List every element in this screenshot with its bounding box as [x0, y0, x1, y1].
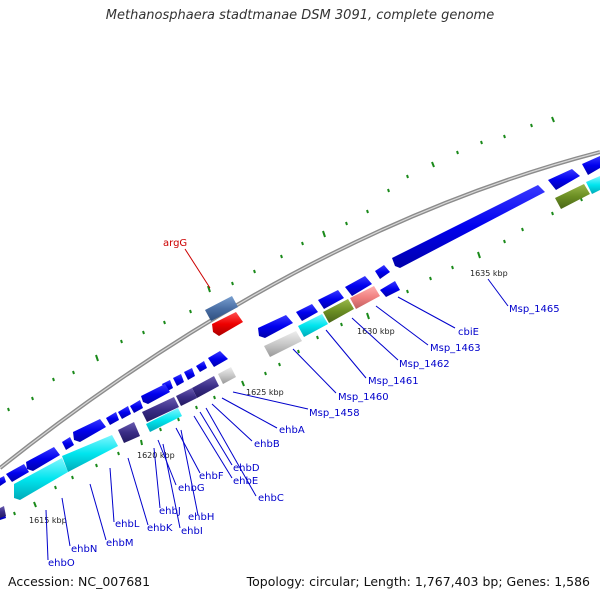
- label-Msp_1463[interactable]: Msp_1463: [430, 343, 481, 354]
- genome-stats-text: Topology: circular; Length: 1,767,403 bp…: [246, 574, 590, 589]
- gene-arrow[interactable]: [264, 331, 302, 357]
- label-ehbJ[interactable]: ehbJ: [159, 506, 181, 517]
- label-Msp_1465[interactable]: Msp_1465: [509, 304, 560, 315]
- gene-arrow[interactable]: [184, 368, 195, 380]
- label-Msp_1461[interactable]: Msp_1461: [368, 376, 419, 387]
- label-leaders: [45, 248, 509, 561]
- gene-arrow[interactable]: [62, 435, 118, 472]
- gene-arrow[interactable]: [350, 286, 380, 309]
- scale-labels: 1615 kbp 1620 kbp 1625 kbp 1630 kbp 1635…: [29, 269, 508, 525]
- gene-arrow[interactable]: [0, 506, 6, 518]
- label-ehbK[interactable]: ehbK: [147, 523, 173, 534]
- scale-label-1625: 1625 kbp: [246, 388, 284, 397]
- gene-arrow[interactable]: [298, 314, 328, 337]
- genome-backbone-highlight: [0, 151, 600, 469]
- gene-arrow[interactable]: [6, 464, 29, 482]
- gene-arrow[interactable]: [142, 397, 179, 422]
- gene-arrow[interactable]: [318, 290, 344, 309]
- gene-arrow[interactable]: [205, 296, 238, 321]
- label-ehbB[interactable]: ehbB: [254, 439, 280, 450]
- gene-arrow[interactable]: [118, 406, 131, 419]
- gene-arrow[interactable]: [26, 447, 60, 471]
- gene-arrow[interactable]: [586, 176, 600, 194]
- gene-arrow[interactable]: [141, 384, 170, 404]
- gene-arrow[interactable]: [375, 265, 390, 279]
- scale-label-1635: 1635 kbp: [470, 269, 508, 278]
- gene-arrow[interactable]: [296, 304, 318, 321]
- gene-arrow[interactable]: [173, 374, 184, 386]
- label-ehbC[interactable]: ehbC: [258, 493, 284, 504]
- gene-arrow[interactable]: [146, 408, 182, 432]
- gene-labels: argG Msp_1465 cbiE Msp_1463 Msp_1462 Msp…: [48, 238, 560, 569]
- label-ehbG[interactable]: ehbG: [178, 483, 205, 494]
- gene-arrow[interactable]: [258, 315, 293, 338]
- gene-arrow[interactable]: [380, 281, 400, 297]
- inner-ticks: [13, 195, 583, 516]
- forward-genes: [0, 156, 600, 520]
- gene-arrow[interactable]: [196, 361, 207, 372]
- gene-arrow[interactable]: [212, 312, 243, 336]
- gene-arrow[interactable]: [130, 400, 143, 413]
- gene-arrow[interactable]: [176, 388, 197, 406]
- label-cbiE[interactable]: cbiE: [458, 327, 479, 338]
- gene-arrow[interactable]: [582, 156, 600, 175]
- gene-arrow[interactable]: [73, 419, 106, 442]
- label-ehbA[interactable]: ehbA: [279, 425, 305, 436]
- label-ehbF[interactable]: ehbF: [199, 471, 224, 482]
- label-Msp_1460[interactable]: Msp_1460: [338, 392, 389, 403]
- label-ehbI[interactable]: ehbI: [181, 526, 203, 537]
- label-ehbN[interactable]: ehbN: [71, 544, 97, 555]
- scale-label-1620: 1620 kbp: [137, 451, 175, 460]
- label-ehbM[interactable]: ehbM: [106, 538, 133, 549]
- gene-arrow[interactable]: [14, 458, 68, 500]
- map-title: Methanosphaera stadtmanae DSM 3091, comp…: [105, 8, 495, 23]
- gene-arrow[interactable]: [548, 169, 580, 190]
- gene-arrow[interactable]: [392, 185, 545, 268]
- scale-label-1630: 1630 kbp: [357, 327, 395, 336]
- label-ehbE[interactable]: ehbE: [233, 476, 258, 487]
- label-argG[interactable]: argG: [163, 238, 187, 249]
- gene-arrow[interactable]: [62, 437, 74, 450]
- gene-arrow[interactable]: [118, 422, 140, 443]
- label-ehbH[interactable]: ehbH: [188, 512, 214, 523]
- gene-arrow[interactable]: [208, 351, 228, 367]
- label-ehbL[interactable]: ehbL: [115, 519, 140, 530]
- gene-arrow[interactable]: [345, 276, 372, 296]
- highlighted-genes: [0, 176, 600, 518]
- gene-arrow[interactable]: [323, 299, 354, 323]
- label-Msp_1458[interactable]: Msp_1458: [309, 408, 360, 419]
- label-Msp_1462[interactable]: Msp_1462: [399, 359, 450, 370]
- gene-arrow[interactable]: [218, 367, 236, 384]
- gene-arrow[interactable]: [106, 412, 119, 425]
- label-ehbD[interactable]: ehbD: [233, 463, 260, 474]
- scale-label-1615: 1615 kbp: [29, 516, 67, 525]
- gene-arrow[interactable]: [192, 376, 219, 398]
- outer-ticks: [7, 116, 555, 412]
- gene-arrow[interactable]: [555, 184, 590, 209]
- label-ehbO[interactable]: ehbO: [48, 558, 75, 569]
- accession-text: Accession: NC_007681: [8, 574, 151, 589]
- gene-arrow[interactable]: [0, 476, 6, 486]
